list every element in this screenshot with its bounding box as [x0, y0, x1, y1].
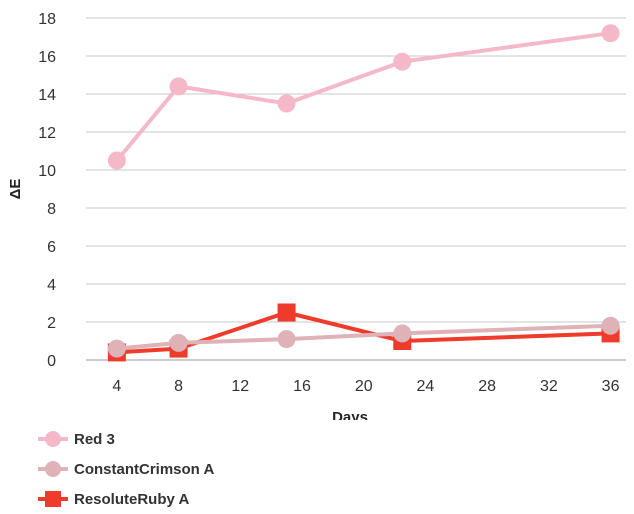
- x-tick-label: 16: [293, 378, 311, 395]
- x-axis-title: Days: [332, 409, 368, 420]
- y-tick-label: 8: [47, 201, 56, 218]
- y-axis-ticks: 0 2 4 6 8 10 12 14 16 18: [38, 11, 56, 370]
- x-tick-label: 8: [174, 378, 183, 395]
- series-resoluteruby-a: [107, 303, 620, 362]
- x-axis-ticks: 4 8 12 16 20 24 28 32 36: [112, 378, 619, 395]
- data-point[interactable]: [601, 316, 620, 335]
- x-tick-label: 36: [602, 378, 620, 395]
- legend-label: ResoluteRuby A: [74, 490, 190, 508]
- y-tick-label: 12: [38, 125, 56, 142]
- legend-item-red-3[interactable]: Red 3: [38, 424, 214, 454]
- y-tick-label: 18: [38, 11, 56, 28]
- series-layer: [107, 24, 620, 362]
- gridlines: [86, 17, 626, 361]
- y-tick-label: 0: [47, 353, 56, 370]
- x-tick-label: 4: [112, 378, 121, 395]
- y-tick-label: 10: [38, 163, 56, 180]
- data-point[interactable]: [601, 24, 620, 43]
- data-point[interactable]: [169, 333, 188, 352]
- series-line: [116, 310, 611, 355]
- x-tick-label: 20: [355, 378, 373, 395]
- series-line: [115, 31, 611, 162]
- y-tick-label: 14: [38, 87, 56, 104]
- legend-label: ConstantCrimson A: [74, 460, 215, 478]
- data-point[interactable]: [107, 151, 126, 170]
- series-red-3: [107, 24, 620, 170]
- y-tick-label: 4: [47, 277, 56, 294]
- y-tick-label: 16: [38, 49, 56, 66]
- data-point[interactable]: [107, 339, 126, 358]
- x-tick-label: 24: [417, 378, 435, 395]
- data-point[interactable]: [169, 77, 188, 96]
- y-axis-title: ΔE: [7, 179, 24, 200]
- legend-swatch-constantcrimson-a: [38, 461, 68, 477]
- data-point[interactable]: [393, 324, 412, 343]
- y-tick-label: 6: [47, 239, 56, 256]
- x-tick-label: 28: [478, 378, 496, 395]
- series-constantcrimson-a: [107, 316, 620, 358]
- x-tick-label: 12: [231, 378, 249, 395]
- legend-label: Red 3: [74, 430, 115, 448]
- data-point[interactable]: [277, 303, 296, 322]
- data-point[interactable]: [277, 330, 296, 349]
- data-point[interactable]: [277, 94, 296, 113]
- legend: Red 3 ConstantCrimson A ResoluteRuby A: [38, 424, 214, 514]
- data-point[interactable]: [393, 52, 412, 71]
- y-tick-label: 2: [47, 315, 56, 332]
- legend-swatch-red-3: [38, 431, 68, 447]
- legend-swatch-resoluteruby-a: [38, 491, 68, 507]
- x-tick-label: 32: [540, 378, 558, 395]
- legend-item-resoluteruby-a[interactable]: ResoluteRuby A: [38, 484, 214, 514]
- legend-item-constantcrimson-a[interactable]: ConstantCrimson A: [38, 454, 214, 484]
